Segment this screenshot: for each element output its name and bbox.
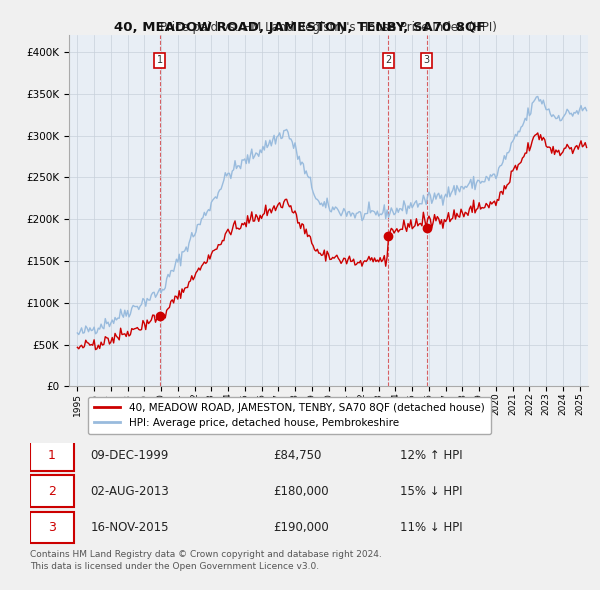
Text: 12% ↑ HPI: 12% ↑ HPI — [400, 449, 463, 462]
Text: £190,000: £190,000 — [273, 521, 329, 534]
FancyBboxPatch shape — [30, 440, 74, 471]
Text: 3: 3 — [424, 55, 430, 65]
FancyBboxPatch shape — [30, 512, 74, 543]
Text: 11% ↓ HPI: 11% ↓ HPI — [400, 521, 463, 534]
Text: 1: 1 — [157, 55, 163, 65]
Text: 3: 3 — [48, 521, 56, 534]
Text: £180,000: £180,000 — [273, 485, 329, 498]
Legend: 40, MEADOW ROAD, JAMESTON, TENBY, SA70 8QF (detached house), HPI: Average price,: 40, MEADOW ROAD, JAMESTON, TENBY, SA70 8… — [88, 396, 491, 434]
Text: 2: 2 — [385, 55, 392, 65]
Text: £84,750: £84,750 — [273, 449, 321, 462]
Text: 02-AUG-2013: 02-AUG-2013 — [91, 485, 169, 498]
Text: 2: 2 — [48, 485, 56, 498]
FancyBboxPatch shape — [30, 476, 74, 507]
Text: 1: 1 — [48, 449, 56, 462]
Text: 40, MEADOW ROAD, JAMESTON, TENBY, SA70 8QF: 40, MEADOW ROAD, JAMESTON, TENBY, SA70 8… — [115, 21, 485, 34]
Text: 15% ↓ HPI: 15% ↓ HPI — [400, 485, 463, 498]
Title: Price paid vs. HM Land Registry's House Price Index (HPI): Price paid vs. HM Land Registry's House … — [160, 21, 497, 34]
Text: 16-NOV-2015: 16-NOV-2015 — [91, 521, 169, 534]
Text: Contains HM Land Registry data © Crown copyright and database right 2024.
This d: Contains HM Land Registry data © Crown c… — [30, 550, 382, 571]
Text: 09-DEC-1999: 09-DEC-1999 — [91, 449, 169, 462]
